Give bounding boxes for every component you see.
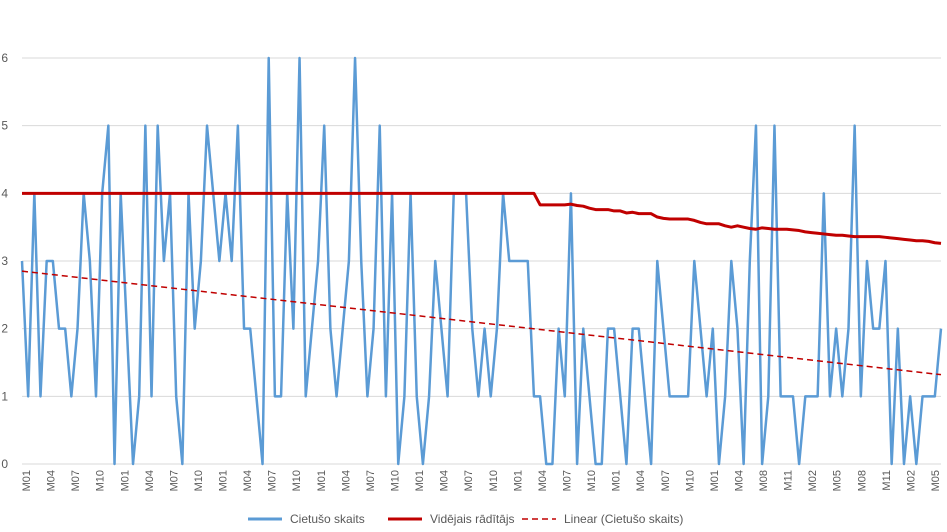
y-tick-label: 0: [1, 457, 8, 471]
y-tick-label: 5: [1, 119, 8, 133]
x-tick-label: M08: [856, 470, 868, 491]
x-tick-label: M10: [684, 470, 696, 491]
x-tick-label: M04: [439, 470, 451, 491]
x-tick-label: M02: [905, 470, 917, 491]
x-tick-label: M04: [340, 470, 352, 491]
gridlines: [22, 57, 941, 397]
x-tick-label: M01: [316, 470, 328, 491]
y-axis-ticks: 0 1 2 3 4 5 6: [1, 51, 8, 471]
x-axis-ticks: M01 M04 M07 M10 M01 M04 M07 M10 M01 M04 M07 M10 M01 M…: [21, 470, 942, 491]
x-tick-label: M04: [635, 470, 647, 491]
x-tick-label: M07: [267, 470, 279, 491]
y-tick-label: 2: [1, 322, 8, 336]
x-tick-label: M01: [709, 470, 721, 491]
x-tick-label: M10: [586, 470, 598, 491]
x-tick-label: M07: [365, 470, 377, 491]
y-tick-label: 4: [1, 186, 8, 200]
x-tick-label: M05: [930, 470, 942, 491]
x-tick-label: M10: [291, 470, 303, 491]
x-tick-label: M10: [390, 470, 402, 491]
x-tick-label: M10: [193, 470, 205, 491]
x-tick-label: M04: [242, 470, 254, 491]
x-tick-label: M07: [660, 470, 672, 491]
x-tick-label: M10: [488, 470, 500, 491]
series-lines: [20, 56, 943, 466]
average-series: [22, 191, 942, 245]
x-tick-label: M01: [611, 470, 623, 491]
x-tick-label: M07: [168, 470, 180, 491]
x-tick-label: M08: [758, 470, 770, 491]
x-tick-label: M07: [463, 470, 475, 491]
x-tick-label: M02: [807, 470, 819, 491]
y-tick-label: 1: [1, 389, 8, 403]
x-tick-label: M04: [537, 470, 549, 491]
x-tick-label: M01: [512, 470, 524, 491]
x-tick-label: M04: [733, 470, 745, 491]
legend-label: Cietušo skaits: [290, 512, 365, 526]
legend-label: Vidējais rādītājs: [430, 512, 515, 526]
x-tick-label: M07: [70, 470, 82, 491]
x-tick-label: M11: [881, 470, 893, 491]
x-tick-label: M10: [95, 470, 107, 491]
x-tick-label: M07: [561, 470, 573, 491]
x-tick-label: M01: [414, 470, 426, 491]
x-tick-label: M04: [144, 470, 156, 491]
x-tick-label: M04: [46, 470, 58, 491]
legend-label: Linear (Cietušo skaits): [564, 512, 683, 526]
x-tick-label: M01: [119, 470, 131, 491]
y-tick-label: 6: [1, 51, 8, 65]
x-tick-label: M01: [218, 470, 230, 491]
x-tick-label: M11: [783, 470, 795, 491]
victims-count-series: [20, 56, 943, 466]
legend: Cietušo skaits Vidējais rādītājs Linear (C…: [248, 512, 683, 526]
x-tick-label: M01: [21, 470, 33, 491]
y-tick-label: 3: [1, 254, 8, 268]
trendline-series: [21, 270, 942, 376]
x-tick-label: M05: [832, 470, 844, 491]
